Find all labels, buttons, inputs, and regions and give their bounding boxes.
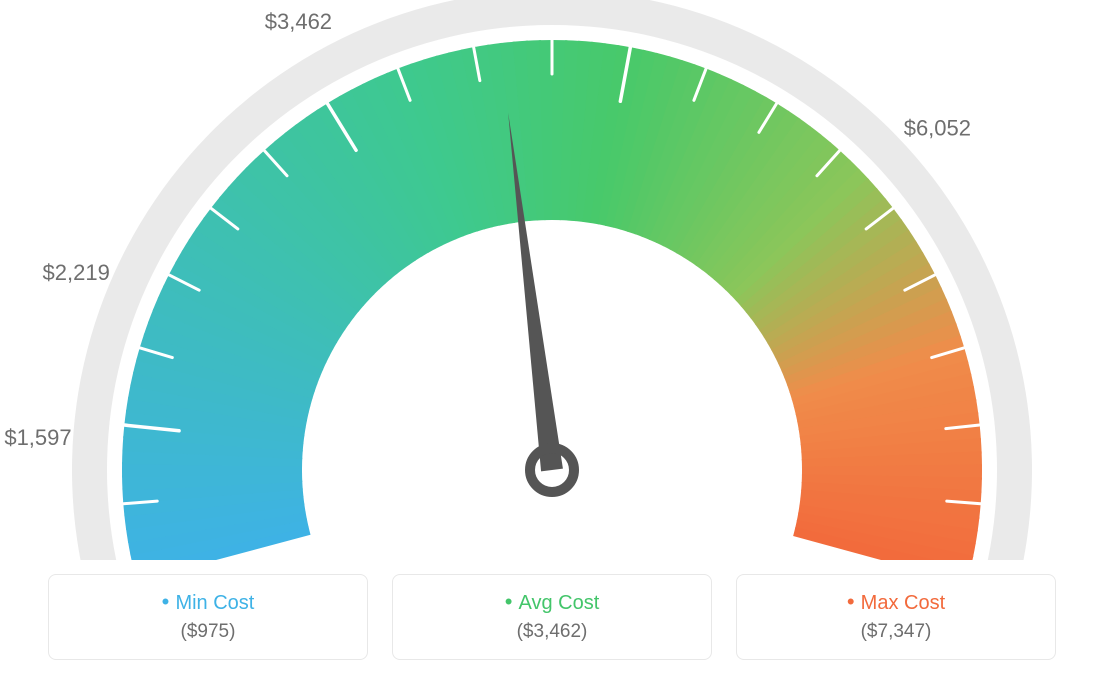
- legend: Min Cost ($975) Avg Cost ($3,462) Max Co…: [0, 574, 1104, 660]
- legend-avg-value: ($3,462): [393, 621, 711, 643]
- legend-max-title: Max Cost: [737, 589, 1055, 615]
- svg-text:$2,219: $2,219: [43, 260, 110, 285]
- legend-min-value: ($975): [49, 621, 367, 643]
- legend-max: Max Cost ($7,347): [736, 574, 1056, 660]
- legend-max-value: ($7,347): [737, 621, 1055, 643]
- svg-text:$3,462: $3,462: [265, 9, 332, 34]
- gauge-chart: $975$1,597$2,219$3,462$4,757$6,052$7,347: [0, 0, 1104, 560]
- legend-min: Min Cost ($975): [48, 574, 368, 660]
- svg-text:$1,597: $1,597: [4, 425, 71, 450]
- legend-avg-title: Avg Cost: [393, 589, 711, 615]
- gauge-svg: $975$1,597$2,219$3,462$4,757$6,052$7,347: [0, 0, 1104, 560]
- legend-avg: Avg Cost ($3,462): [392, 574, 712, 660]
- legend-min-title: Min Cost: [49, 589, 367, 615]
- svg-text:$6,052: $6,052: [904, 115, 971, 140]
